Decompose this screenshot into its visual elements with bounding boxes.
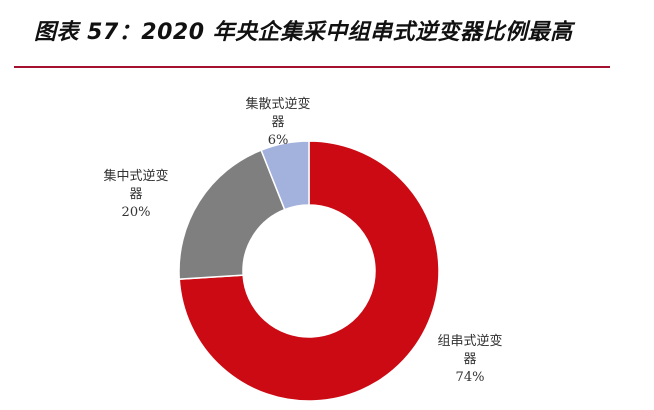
slice-distributed xyxy=(260,140,310,211)
slice-label-central: 集中式逆变 器 20% xyxy=(92,168,180,222)
slice-label-central-percent: 20% xyxy=(121,205,151,220)
slice-label-central-name-line1: 集中式逆变 xyxy=(103,169,169,184)
slice-label-distributed-name-line1: 集散式逆变 xyxy=(245,97,311,112)
slice-label-central-name-line2: 器 xyxy=(129,187,143,202)
slice-central xyxy=(178,149,286,280)
slice-label-distributed: 集散式逆变 器 6% xyxy=(235,96,321,150)
slice-string xyxy=(178,140,440,402)
title-rule xyxy=(14,66,610,68)
slice-label-string: 组串式逆变 器 74% xyxy=(428,333,512,387)
slice-label-distributed-percent: 6% xyxy=(267,133,289,148)
chart-title: 图表 57：2020 年央企集采中组串式逆变器比例最高 xyxy=(34,20,573,45)
slice-label-string-percent: 74% xyxy=(455,370,485,385)
slice-label-string-name-line2: 器 xyxy=(463,352,477,367)
slice-label-string-name-line1: 组串式逆变 xyxy=(437,334,503,349)
slice-label-distributed-name-line2: 器 xyxy=(271,115,285,130)
